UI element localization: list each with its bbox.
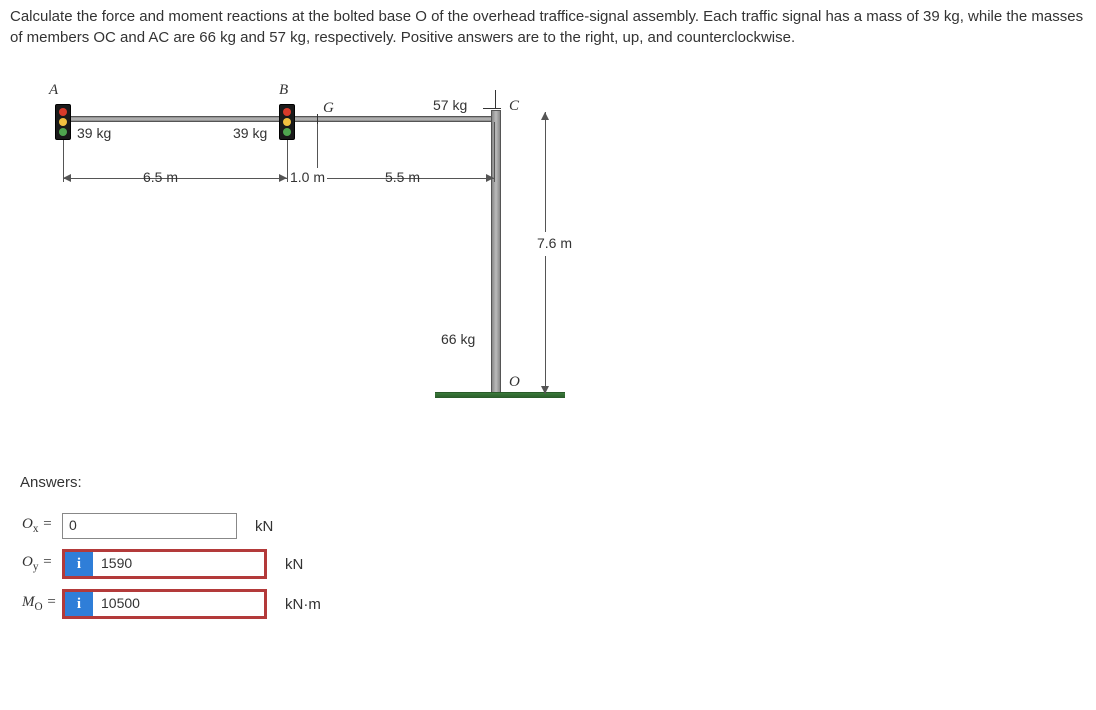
dim-a-b: 6.5 m (143, 168, 178, 188)
unit-mo: kN·m (285, 594, 321, 615)
input-oy-value: 1590 (93, 552, 264, 576)
arrow (486, 174, 494, 182)
hint-icon[interactable]: i (65, 552, 93, 576)
input-ox-value: 0 (69, 516, 77, 536)
label-o: O (509, 372, 520, 393)
figure: A B G C O 39 kg 39 kg 57 kg 66 kg 6.5 m … (35, 82, 635, 442)
dim-oc: 7.6 m (533, 232, 576, 256)
input-mo[interactable]: i 10500 (62, 589, 267, 619)
question-text: Calculate the force and moment reactions… (0, 0, 1096, 52)
var-mo: MO = (22, 592, 62, 616)
mass-arm-ac: 57 kg (433, 96, 467, 116)
label-g: G (323, 98, 334, 119)
answer-row-ox: Ox = 0 kN (22, 513, 1096, 539)
answers-heading: Answers: (20, 472, 1096, 493)
mass-signal-a: 39 kg (77, 124, 111, 144)
arrow (541, 386, 549, 394)
label-a: A (49, 80, 58, 101)
var-oy: Oy = (22, 552, 62, 576)
answer-row-mo: MO = i 10500 kN·m (22, 589, 1096, 619)
input-mo-value: 10500 (93, 592, 264, 616)
answer-row-oy: Oy = i 1590 kN (22, 549, 1096, 579)
mass-signal-b: 39 kg (233, 124, 267, 144)
dim-g-c: 5.5 m (385, 168, 420, 188)
var-ox: Ox = (22, 514, 62, 538)
traffic-signal-a (55, 104, 71, 140)
input-ox[interactable]: 0 (62, 513, 237, 539)
c-arrow-left (483, 108, 501, 109)
arrow (279, 174, 287, 182)
tick (494, 122, 495, 182)
g-marker (317, 114, 318, 124)
arrow (541, 112, 549, 120)
traffic-signal-b (279, 104, 295, 140)
input-oy[interactable]: i 1590 (62, 549, 267, 579)
answers-section: Answers: Ox = 0 kN Oy = i 1590 kN MO = i… (20, 472, 1096, 619)
hint-icon[interactable]: i (65, 592, 93, 616)
unit-ox: kN (255, 516, 273, 537)
label-b: B (279, 80, 288, 101)
dim-b-g: 1.0 m (288, 168, 327, 188)
unit-oy: kN (285, 554, 303, 575)
mass-pole-oc: 66 kg (441, 330, 475, 350)
arrow (63, 174, 71, 182)
pole-oc (491, 110, 501, 394)
label-c: C (509, 96, 519, 117)
c-arrow-down (495, 90, 496, 108)
